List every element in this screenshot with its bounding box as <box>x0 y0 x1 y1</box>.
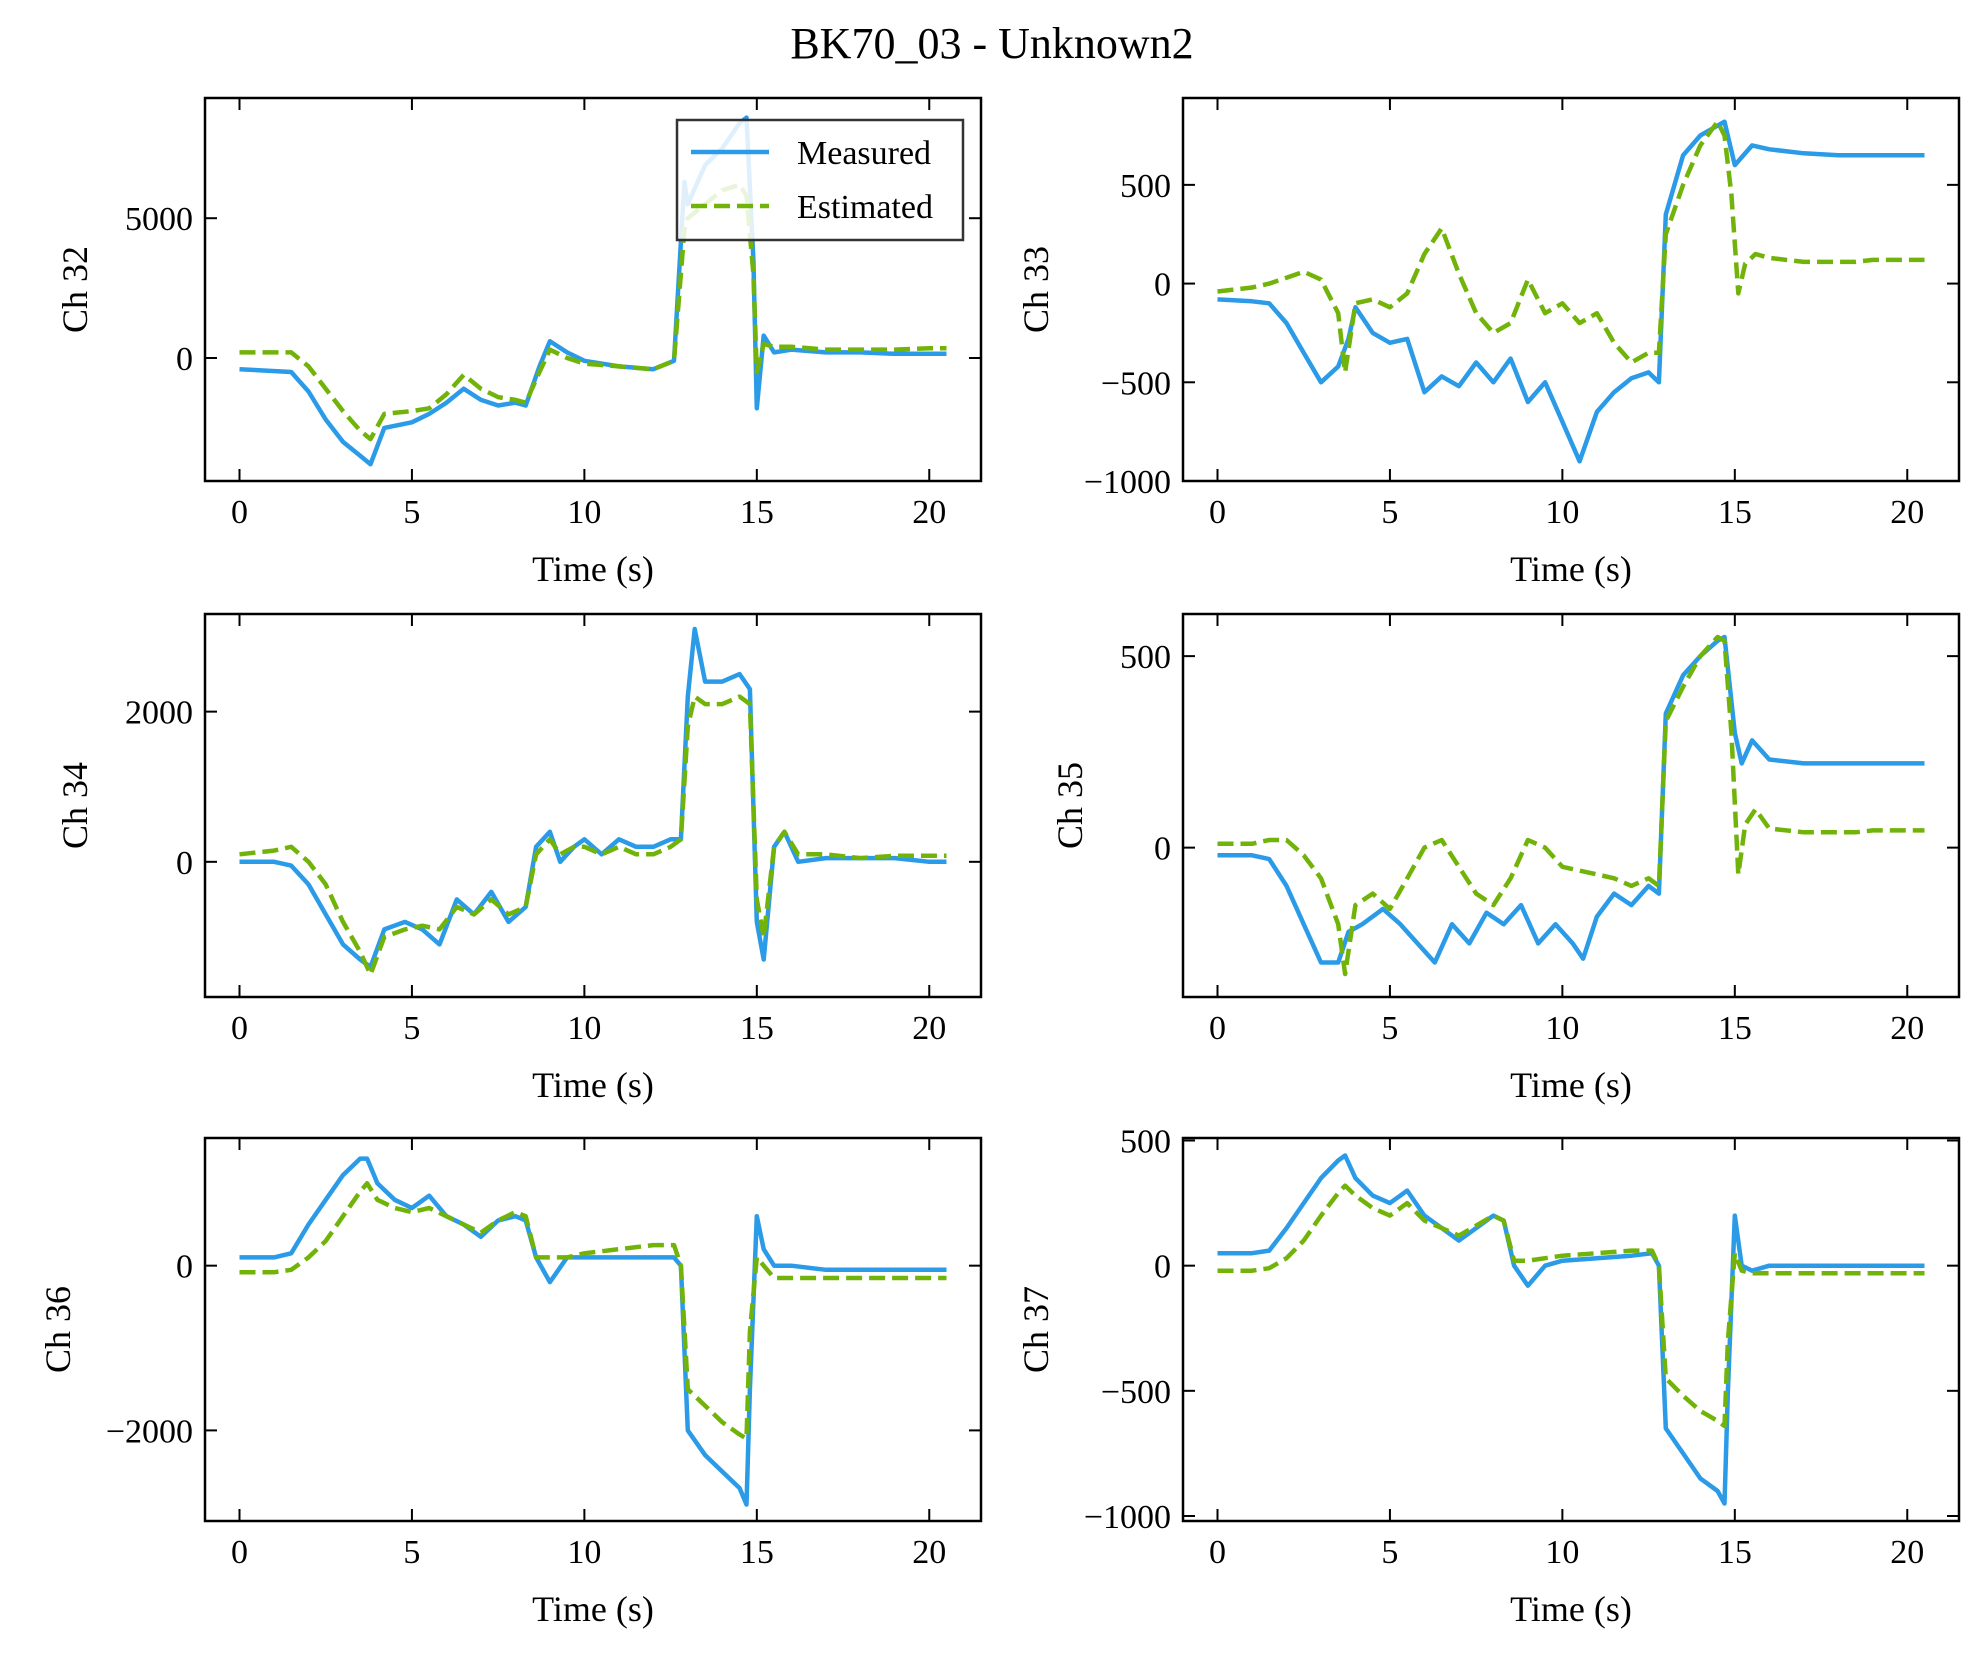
x-tick-label: 10 <box>1545 494 1579 531</box>
legend-entry-label: Estimated <box>797 189 933 226</box>
y-tick-label: −1000 <box>1084 464 1171 501</box>
x-tick-label: 10 <box>567 494 601 531</box>
x-tick-label: 5 <box>403 494 420 531</box>
series-group <box>239 626 947 977</box>
x-axis-label: Time (s) <box>1510 1065 1632 1105</box>
x-tick-label: 10 <box>1545 1010 1579 1047</box>
x-axis-label: Time (s) <box>532 1589 654 1629</box>
series-group <box>239 1156 947 1507</box>
y-tick-label: 500 <box>1120 639 1171 676</box>
x-tick-label: 20 <box>1890 494 1924 531</box>
x-tick-label: 15 <box>1718 494 1752 531</box>
axes-frame <box>203 1136 983 1523</box>
estimated-series-line <box>1217 119 1925 375</box>
legend-box <box>675 118 965 242</box>
x-axis-label: Time (s) <box>532 1065 654 1105</box>
subplot-4: 0 5 10 15 20 0 500 Time (s) Ch 35 <box>1050 612 1961 1105</box>
measured-series-line <box>1217 634 1925 965</box>
estimated-series-line <box>1217 1183 1925 1429</box>
x-axis-label: Time (s) <box>1510 1589 1632 1629</box>
y-tick-label: −500 <box>1101 1374 1171 1411</box>
y-tick-label: 500 <box>1120 1124 1171 1161</box>
x-tick-label: 15 <box>740 494 774 531</box>
y-axis-label: Ch 34 <box>55 762 95 849</box>
x-axis-label: Time (s) <box>532 549 654 589</box>
y-tick-label: 500 <box>1120 168 1171 205</box>
measured-series-line <box>1217 1153 1925 1506</box>
x-tick-label: 10 <box>1545 1534 1579 1571</box>
axes-frame <box>1181 612 1961 999</box>
series-group <box>239 115 947 467</box>
x-tick-label: 20 <box>912 1534 946 1571</box>
y-tick-label: 0 <box>176 1249 193 1286</box>
x-tick-label: 5 <box>1381 1010 1398 1047</box>
x-tick-label: 20 <box>912 494 946 531</box>
y-tick-label: −500 <box>1101 365 1171 402</box>
y-axis-label: Ch 36 <box>38 1286 78 1373</box>
x-tick-label: 5 <box>403 1534 420 1571</box>
x-tick-label: 20 <box>1890 1010 1924 1047</box>
y-tick-label: 0 <box>176 845 193 882</box>
measured-series-line <box>239 626 947 970</box>
x-tick-label: 5 <box>1381 494 1398 531</box>
y-tick-label: 2000 <box>125 695 193 732</box>
measured-series-line <box>1217 119 1925 464</box>
x-axis-label: Time (s) <box>1510 549 1632 589</box>
axes-frame <box>1181 96 1961 483</box>
axes-frame <box>203 612 983 999</box>
figure-title: BK70_03 - Unknown2 <box>790 19 1194 68</box>
y-tick-label: 5000 <box>125 201 193 238</box>
x-tick-label: 0 <box>1209 494 1226 531</box>
x-tick-label: 15 <box>1718 1534 1752 1571</box>
series-group <box>1217 1153 1925 1506</box>
x-tick-label: 0 <box>231 494 248 531</box>
series-group <box>1217 119 1925 464</box>
subplot-2: 0 5 10 15 20 −1000 −500 0 500 Time (s) Ch 33 <box>1016 96 1961 589</box>
x-tick-label: 0 <box>231 1534 248 1571</box>
y-axis-label: Ch 32 <box>55 246 95 333</box>
axes-frame <box>203 96 983 483</box>
axes-frame <box>1181 1136 1961 1523</box>
x-tick-label: 5 <box>1381 1534 1398 1571</box>
x-tick-label: 10 <box>567 1534 601 1571</box>
measured-series-line <box>239 1156 947 1507</box>
y-tick-label: −2000 <box>106 1413 193 1450</box>
x-tick-label: 0 <box>1209 1534 1226 1571</box>
y-tick-label: −1000 <box>1084 1499 1171 1536</box>
y-axis-label: Ch 35 <box>1050 762 1090 849</box>
x-tick-label: 15 <box>740 1534 774 1571</box>
y-axis-label: Ch 33 <box>1016 246 1056 333</box>
subplot-6: 0 5 10 15 20 −1000 −500 0 500 Time (s) Ch 37 <box>1016 1124 1961 1629</box>
series-group <box>1217 634 1925 977</box>
y-tick-label: 0 <box>1154 1249 1171 1286</box>
y-axis-label: Ch 37 <box>1016 1286 1056 1373</box>
subplot-3: 0 5 10 15 20 0 2000 Time (s) Ch 34 <box>55 612 983 1105</box>
y-tick-label: 0 <box>1154 831 1171 868</box>
y-tick-label: 0 <box>1154 267 1171 304</box>
x-tick-label: 5 <box>403 1010 420 1047</box>
x-tick-label: 20 <box>1890 1534 1924 1571</box>
y-tick-label: 0 <box>176 341 193 378</box>
estimated-series-line <box>239 694 947 977</box>
legend-entry-label: Measured <box>797 135 931 172</box>
x-tick-label: 20 <box>912 1010 946 1047</box>
legend: Measured Estimated <box>675 118 965 242</box>
x-tick-label: 0 <box>1209 1010 1226 1047</box>
x-tick-label: 0 <box>231 1010 248 1047</box>
estimated-series-line <box>239 182 947 442</box>
subplot-1: 0 5 10 15 20 0 5000 Time (s) Ch 32 Measured Estima… <box>55 96 983 589</box>
x-tick-label: 15 <box>1718 1010 1752 1047</box>
x-tick-label: 10 <box>567 1010 601 1047</box>
estimated-series-line <box>1217 634 1925 977</box>
estimated-series-line <box>239 1181 947 1441</box>
x-tick-label: 15 <box>740 1010 774 1047</box>
subplot-5: 0 5 10 15 20 −2000 0 Time (s) Ch 36 <box>38 1136 983 1629</box>
